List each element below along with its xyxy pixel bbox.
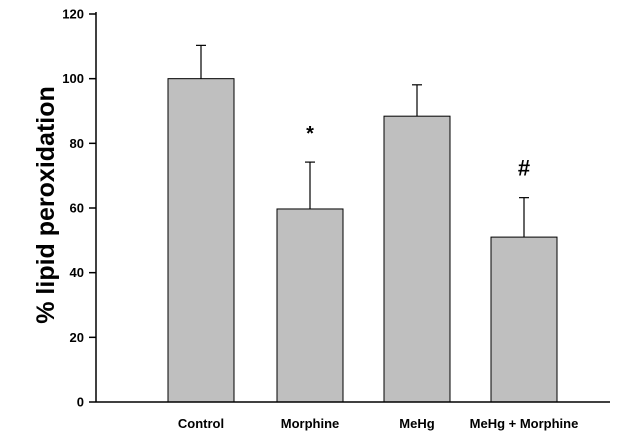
bar xyxy=(276,208,344,403)
bar xyxy=(383,115,451,403)
y-tick-label: 60 xyxy=(70,201,84,216)
y-tick-label: 100 xyxy=(62,71,84,86)
y-tick-label: 80 xyxy=(70,136,84,151)
y-tick-label: 20 xyxy=(70,330,84,345)
y-tick-label: 40 xyxy=(70,265,84,280)
y-tick-label: 0 xyxy=(77,395,84,410)
x-tick-label: MeHg + Morphine xyxy=(470,416,579,431)
y-tick-label: 120 xyxy=(62,7,84,22)
significance-marker: # xyxy=(518,156,530,181)
y-axis-label: % lipid peroxidation xyxy=(32,86,60,324)
bar xyxy=(167,78,235,403)
significance-marker: * xyxy=(306,123,314,145)
x-tick-label: Morphine xyxy=(281,416,340,431)
x-tick-label: Control xyxy=(178,416,224,431)
x-tick-label: MeHg xyxy=(399,416,434,431)
bar xyxy=(490,236,558,403)
